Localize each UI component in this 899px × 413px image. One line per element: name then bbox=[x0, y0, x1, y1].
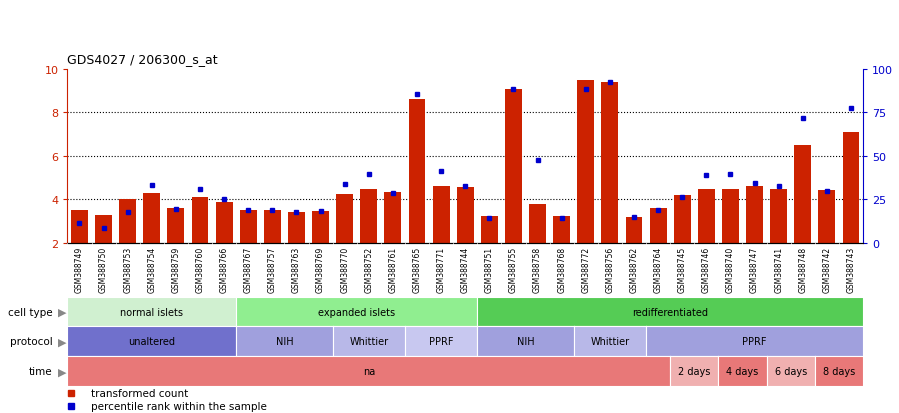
Text: PPRF: PPRF bbox=[743, 337, 767, 347]
Text: Whittier: Whittier bbox=[591, 337, 629, 347]
Text: 4 days: 4 days bbox=[726, 366, 759, 376]
Bar bbox=[818, 190, 835, 243]
Bar bbox=[432, 187, 450, 243]
Bar bbox=[626, 217, 643, 243]
Text: ▶: ▶ bbox=[58, 366, 67, 376]
Bar bbox=[360, 189, 378, 243]
Text: GSM388761: GSM388761 bbox=[388, 246, 397, 292]
Text: cell type: cell type bbox=[8, 307, 52, 317]
Text: GSM388771: GSM388771 bbox=[437, 246, 446, 292]
Bar bbox=[795, 146, 811, 243]
Bar bbox=[770, 189, 788, 243]
Text: GSM388763: GSM388763 bbox=[292, 246, 301, 292]
Text: GSM388769: GSM388769 bbox=[316, 246, 325, 292]
Text: redifferentiated: redifferentiated bbox=[632, 307, 708, 317]
Text: GSM388752: GSM388752 bbox=[364, 246, 373, 292]
Text: GSM388772: GSM388772 bbox=[582, 246, 591, 292]
Text: GSM388770: GSM388770 bbox=[340, 246, 349, 292]
Bar bbox=[505, 89, 522, 243]
Text: unaltered: unaltered bbox=[129, 337, 175, 347]
Text: GSM388744: GSM388744 bbox=[460, 246, 470, 292]
Text: GSM388750: GSM388750 bbox=[99, 246, 108, 292]
Bar bbox=[71, 211, 88, 243]
Bar bbox=[457, 188, 474, 243]
Text: GSM388743: GSM388743 bbox=[847, 246, 856, 292]
Text: GSM388765: GSM388765 bbox=[413, 246, 422, 292]
Text: expanded islets: expanded islets bbox=[318, 307, 396, 317]
Bar bbox=[143, 193, 160, 243]
Text: GSM388760: GSM388760 bbox=[195, 246, 205, 292]
Bar bbox=[288, 213, 305, 243]
Bar bbox=[530, 204, 546, 243]
Bar bbox=[698, 189, 715, 243]
Text: NIH: NIH bbox=[517, 337, 534, 347]
Text: GSM388741: GSM388741 bbox=[774, 246, 783, 292]
Text: na: na bbox=[362, 366, 375, 376]
Text: Whittier: Whittier bbox=[349, 337, 388, 347]
Text: GSM388748: GSM388748 bbox=[798, 246, 807, 292]
Bar bbox=[481, 216, 498, 243]
Text: PPRF: PPRF bbox=[429, 337, 453, 347]
Bar bbox=[746, 187, 763, 243]
Text: NIH: NIH bbox=[276, 337, 293, 347]
Text: normal islets: normal islets bbox=[120, 307, 183, 317]
Text: GSM388754: GSM388754 bbox=[147, 246, 156, 292]
Text: GSM388749: GSM388749 bbox=[75, 246, 84, 292]
Bar bbox=[264, 211, 280, 243]
Text: 6 days: 6 days bbox=[775, 366, 806, 376]
Bar bbox=[385, 192, 401, 243]
Text: 8 days: 8 days bbox=[823, 366, 855, 376]
Text: GSM388740: GSM388740 bbox=[725, 246, 735, 292]
Text: GSM388753: GSM388753 bbox=[123, 246, 132, 292]
Bar bbox=[577, 81, 594, 243]
Bar bbox=[167, 209, 184, 243]
Text: GSM388756: GSM388756 bbox=[605, 246, 614, 292]
Text: GSM388768: GSM388768 bbox=[557, 246, 566, 292]
Bar bbox=[722, 189, 739, 243]
Text: GSM388766: GSM388766 bbox=[219, 246, 228, 292]
Text: GSM388767: GSM388767 bbox=[244, 246, 253, 292]
Text: GSM388745: GSM388745 bbox=[678, 246, 687, 292]
Text: GSM388757: GSM388757 bbox=[268, 246, 277, 292]
Text: GSM388762: GSM388762 bbox=[629, 246, 638, 292]
Text: GSM388755: GSM388755 bbox=[509, 246, 518, 292]
Text: ▶: ▶ bbox=[58, 307, 67, 317]
Bar bbox=[553, 216, 570, 243]
Text: GSM388742: GSM388742 bbox=[823, 246, 832, 292]
Text: 2 days: 2 days bbox=[678, 366, 710, 376]
Text: protocol: protocol bbox=[10, 337, 52, 347]
Bar bbox=[650, 209, 666, 243]
Bar bbox=[408, 100, 425, 243]
Bar bbox=[601, 83, 619, 243]
Text: GSM388759: GSM388759 bbox=[172, 246, 181, 292]
Text: GSM388751: GSM388751 bbox=[485, 246, 494, 292]
Bar bbox=[312, 212, 329, 243]
Text: time: time bbox=[29, 366, 52, 376]
Text: GSM388758: GSM388758 bbox=[533, 246, 542, 292]
Bar bbox=[120, 200, 136, 243]
Bar bbox=[191, 198, 209, 243]
Text: transformed count: transformed count bbox=[92, 388, 189, 398]
Bar bbox=[240, 211, 257, 243]
Bar bbox=[95, 215, 112, 243]
Text: percentile rank within the sample: percentile rank within the sample bbox=[92, 401, 267, 411]
Text: GSM388746: GSM388746 bbox=[702, 246, 711, 292]
Text: GDS4027 / 206300_s_at: GDS4027 / 206300_s_at bbox=[67, 53, 218, 66]
Bar bbox=[673, 196, 690, 243]
Text: GSM388764: GSM388764 bbox=[654, 246, 663, 292]
Bar bbox=[842, 133, 859, 243]
Bar bbox=[216, 202, 233, 243]
Text: GSM388747: GSM388747 bbox=[750, 246, 759, 292]
Text: ▶: ▶ bbox=[58, 337, 67, 347]
Bar bbox=[336, 195, 353, 243]
